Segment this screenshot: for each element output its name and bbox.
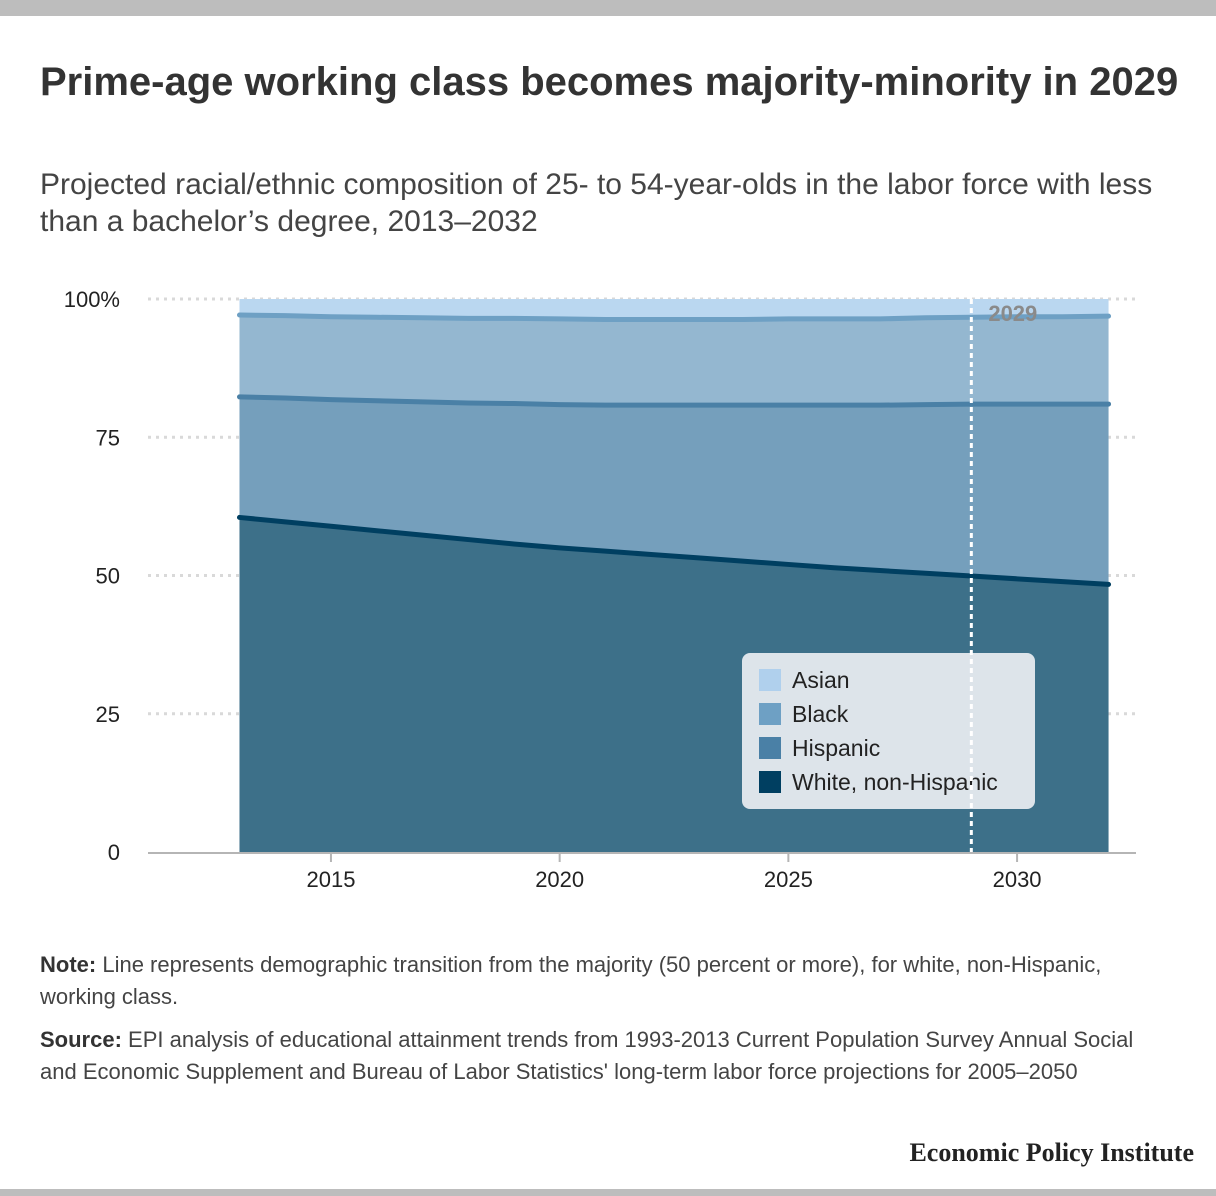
source-label: Source: [40, 1027, 122, 1052]
legend-box [742, 653, 1035, 809]
legend-swatch [759, 669, 781, 691]
legend: Asian Black Hispanic White, non-Hispanic [742, 653, 1035, 809]
line-black [236, 312, 1112, 322]
x-tick-label: 2030 [993, 867, 1042, 892]
x-tick-label: 2020 [535, 867, 584, 892]
note-label: Note: [40, 952, 97, 977]
chart-title: Prime-age working class becomes majority… [40, 60, 1179, 104]
note-text: Line represents demographic transition f… [40, 952, 1102, 1009]
series-boundary-lines [236, 312, 1112, 587]
chart-note: Note: Line represents demographic transi… [40, 949, 1160, 1013]
y-tick-label: 0 [108, 840, 120, 865]
x-tick-label: 2025 [764, 867, 813, 892]
line-white-non-hispanic [236, 514, 1112, 587]
legend-label: Hispanic [792, 735, 880, 761]
chart-source: Source: EPI analysis of educational atta… [40, 1024, 1160, 1088]
stacked-areas [239, 299, 1109, 852]
area-asian [239, 299, 1109, 320]
legend-label: Asian [792, 667, 850, 693]
y-tick-label: 75 [96, 425, 120, 450]
y-tick-label: 100% [64, 287, 120, 312]
x-tick-label: 2015 [306, 867, 355, 892]
axes: 0 25 50 75 100% 2015 2020 2025 2030 [64, 287, 1136, 892]
y-tick-label: 50 [96, 564, 120, 589]
top-border [0, 0, 1216, 16]
legend-swatch [759, 737, 781, 759]
legend-label: White, non-Hispanic [792, 769, 998, 795]
annotation-label: 2029 [988, 301, 1037, 326]
y-tick-label: 25 [96, 702, 120, 727]
legend-swatch [759, 703, 781, 725]
legend-swatch [759, 771, 781, 793]
annotation: 2029 [969, 299, 1037, 852]
chart-subtitle: Projected racial/ethnic composition of 2… [40, 168, 1153, 238]
source-text: EPI analysis of educational attainment t… [40, 1027, 1134, 1084]
area-black [239, 315, 1109, 406]
bottom-border [0, 1189, 1216, 1196]
legend-label: Black [792, 701, 849, 727]
area-chart: 0 25 50 75 100% 2015 2020 2025 2030 Asian Black Hi… [64, 287, 1136, 892]
brand-logo: Economic Policy Institute [909, 1138, 1194, 1167]
line-hispanic [236, 394, 1112, 408]
